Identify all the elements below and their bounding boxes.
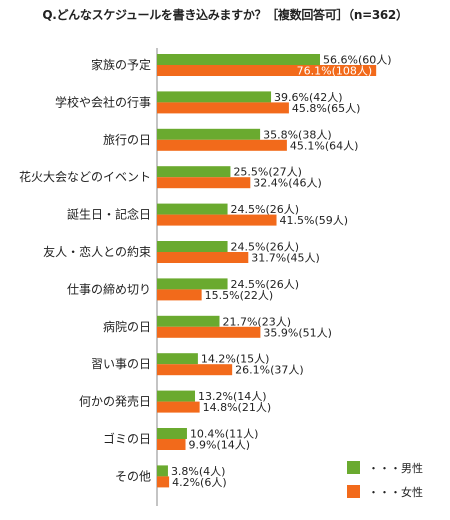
category-label: 仕事の締め切り — [67, 281, 151, 296]
data-label: 25.5%(27人) — [233, 166, 302, 179]
data-label: 24.5%(26人) — [231, 241, 300, 254]
bar-female — [157, 289, 202, 301]
bar-male — [157, 465, 168, 477]
data-label: 41.5%(59人) — [280, 214, 349, 227]
legend-label: ・・・男性 — [368, 461, 423, 475]
bar-female — [157, 214, 277, 226]
bar-female — [157, 439, 186, 450]
category-label: ゴミの日 — [103, 431, 151, 446]
bar-female — [157, 252, 249, 263]
bar-male — [157, 54, 321, 65]
category-label: 誕生日・記念日 — [67, 207, 151, 222]
bar-male — [157, 91, 272, 103]
bar-female — [157, 364, 233, 376]
data-label: 24.5%(26人) — [231, 203, 300, 216]
category-label: 家族の予定 — [91, 57, 151, 72]
data-label: 3.8%(4人) — [171, 465, 226, 478]
data-label: 15.5%(22人) — [205, 289, 274, 302]
chart-title: Q.どんなスケジュールを書き込みますか？［複数回答可］（n=362） — [42, 8, 408, 22]
bar-male — [157, 241, 228, 252]
bar-male — [157, 428, 187, 439]
category-label: 友人・恋人との約束 — [43, 244, 151, 259]
bar-male — [157, 203, 228, 215]
data-label: 35.8%(38人) — [263, 128, 332, 141]
bar-male — [157, 166, 231, 178]
category-label: 病院の日 — [103, 319, 151, 334]
data-label: 21.7%(23人) — [222, 315, 291, 328]
bar-female — [157, 65, 377, 76]
data-label: 24.5%(26人) — [231, 278, 300, 291]
category-label: 花火大会などのイベント — [19, 169, 151, 184]
bar-female — [157, 476, 170, 488]
data-label: 76.1%(108人) — [297, 65, 373, 78]
data-label: 45.1%(64人) — [290, 139, 359, 152]
category-label: 何かの発売日 — [79, 394, 151, 409]
data-label: 39.6%(42人) — [274, 91, 343, 104]
bar-male — [157, 315, 220, 327]
bar-female — [157, 139, 287, 151]
data-label: 56.6%(60人) — [323, 54, 392, 67]
legend-swatch-male — [347, 461, 360, 474]
legend-swatch-female — [347, 485, 360, 498]
data-label: 13.2%(14人) — [198, 390, 267, 403]
category-label: 学校や会社の行事 — [55, 94, 151, 109]
bar-male — [157, 353, 198, 365]
data-label: 14.8%(21人) — [203, 401, 272, 414]
legend-label: ・・・女性 — [368, 485, 423, 499]
bar-female — [157, 326, 261, 338]
data-label: 10.4%(11人) — [190, 428, 259, 441]
data-label: 32.4%(46人) — [253, 177, 322, 190]
data-label: 4.2%(6人) — [172, 476, 227, 489]
bar-female — [157, 177, 251, 189]
category-label: その他 — [115, 469, 151, 483]
data-label: 26.1%(37人) — [235, 364, 304, 377]
bar-male — [157, 390, 196, 402]
bar-female — [157, 102, 289, 114]
data-label: 35.9%(51人) — [263, 326, 332, 339]
bar-male — [157, 128, 261, 140]
data-label: 45.8%(65人) — [292, 102, 361, 115]
category-label: 習い事の日 — [91, 357, 151, 371]
category-label: 旅行の日 — [103, 133, 151, 147]
bar-male — [157, 278, 228, 290]
bar-female — [157, 401, 200, 413]
data-label: 9.9%(14人) — [189, 439, 251, 452]
data-label: 14.2%(15人) — [201, 353, 270, 366]
data-label: 31.7%(45人) — [251, 252, 320, 265]
